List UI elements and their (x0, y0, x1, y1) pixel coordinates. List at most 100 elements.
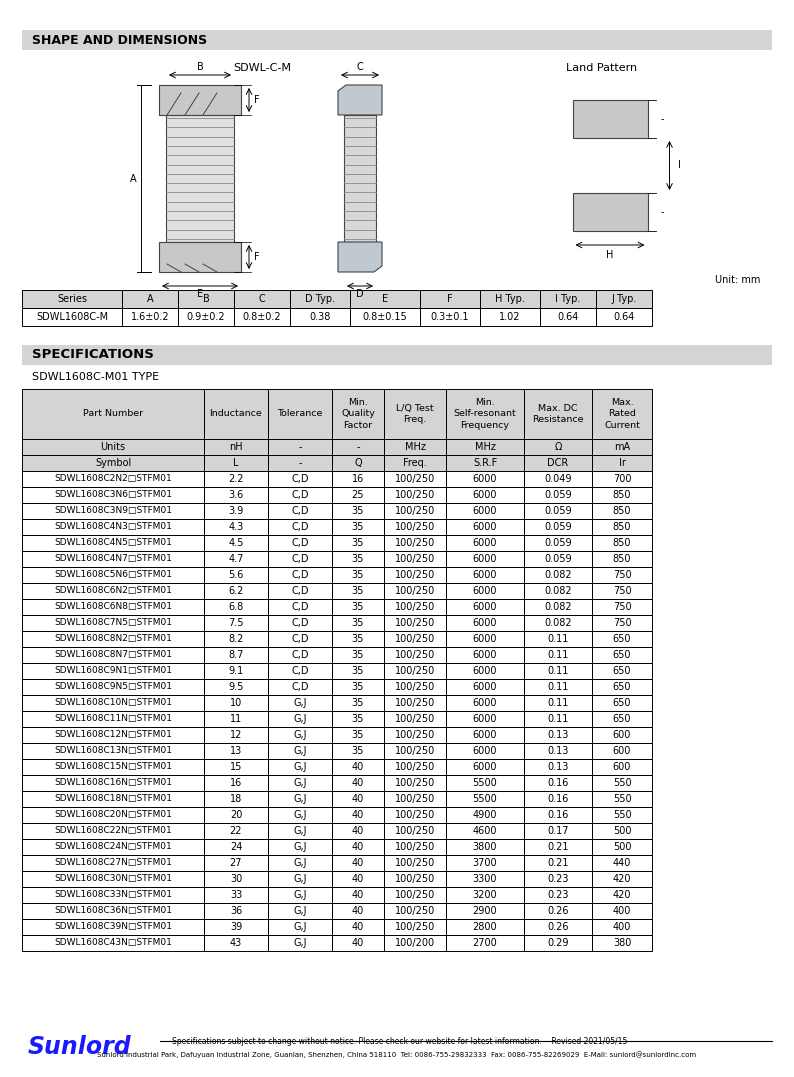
Bar (592, 647, 652, 663)
Bar (332, 631, 384, 647)
Text: 750: 750 (613, 602, 631, 612)
Text: G,J: G,J (293, 875, 306, 884)
Text: G,J: G,J (293, 763, 306, 772)
Bar (524, 823, 592, 839)
Text: A: A (129, 173, 137, 183)
Text: 650: 650 (613, 651, 631, 660)
Bar (22, 759, 204, 775)
Text: 420: 420 (613, 890, 631, 900)
Bar (480, 308, 540, 326)
Bar (592, 695, 652, 711)
Bar (268, 679, 332, 695)
Text: Units: Units (100, 442, 125, 452)
Text: SDWL1608C4N5□STFM01: SDWL1608C4N5□STFM01 (54, 538, 172, 547)
Bar (446, 887, 524, 903)
Text: 33: 33 (230, 890, 242, 900)
Text: 100/250: 100/250 (395, 875, 435, 884)
Bar (234, 290, 290, 308)
Text: 11: 11 (230, 714, 242, 724)
Bar (592, 903, 652, 919)
Text: 0.13: 0.13 (547, 746, 569, 756)
Bar (22, 823, 204, 839)
Text: 39: 39 (230, 922, 242, 932)
Text: F: F (447, 294, 453, 304)
Bar (592, 631, 652, 647)
Bar (268, 503, 332, 519)
Bar (268, 695, 332, 711)
Bar (204, 647, 268, 663)
Bar (384, 503, 446, 519)
Text: SDWL1608C7N5□STFM01: SDWL1608C7N5□STFM01 (54, 618, 172, 628)
Text: 30: 30 (230, 875, 242, 884)
Bar (22, 487, 204, 503)
Bar (332, 599, 384, 615)
Text: SDWL1608C9N5□STFM01: SDWL1608C9N5□STFM01 (54, 683, 172, 691)
Bar (592, 567, 652, 583)
Text: 0.11: 0.11 (547, 666, 569, 676)
Bar (524, 855, 592, 871)
Bar (22, 711, 204, 727)
Text: 40: 40 (352, 778, 364, 788)
Text: 4.5: 4.5 (229, 538, 244, 548)
Text: 0.21: 0.21 (547, 858, 569, 868)
Text: 15: 15 (229, 763, 242, 772)
Text: DCR: DCR (547, 458, 569, 468)
Text: Part Number: Part Number (83, 409, 143, 419)
Bar (332, 551, 384, 567)
Bar (268, 839, 332, 855)
Text: 700: 700 (613, 474, 631, 484)
Text: 6000: 6000 (472, 698, 497, 708)
Text: G,J: G,J (293, 826, 306, 836)
Text: 0.059: 0.059 (544, 554, 572, 564)
Text: mA: mA (614, 442, 630, 452)
Text: SDWL-C-M: SDWL-C-M (233, 62, 291, 73)
Text: 35: 35 (352, 698, 364, 708)
Text: F: F (254, 95, 260, 104)
Bar (22, 727, 204, 743)
Text: 0.082: 0.082 (544, 570, 572, 581)
Text: 6000: 6000 (472, 682, 497, 693)
Text: 0.23: 0.23 (547, 875, 569, 884)
Bar (384, 615, 446, 631)
Bar (268, 615, 332, 631)
Bar (446, 487, 524, 503)
Text: 850: 850 (613, 538, 631, 548)
Text: MHz: MHz (405, 442, 426, 452)
Text: 8.7: 8.7 (229, 651, 244, 660)
Bar (524, 903, 592, 919)
Bar (204, 743, 268, 759)
Bar (446, 919, 524, 935)
Text: SDWL1608C3N6□STFM01: SDWL1608C3N6□STFM01 (54, 490, 172, 500)
Bar (592, 791, 652, 807)
Text: 550: 550 (613, 794, 631, 805)
Bar (592, 663, 652, 679)
Bar (592, 775, 652, 791)
Text: E: E (382, 294, 388, 304)
Text: Specifications subject to change without notice. Please check our website for la: Specifications subject to change without… (172, 1036, 628, 1046)
Bar (332, 887, 384, 903)
Text: C,D: C,D (291, 490, 309, 500)
Bar (524, 535, 592, 551)
Bar (446, 791, 524, 807)
Bar (22, 791, 204, 807)
Text: 100/250: 100/250 (395, 506, 435, 516)
Bar (268, 727, 332, 743)
Text: 4.7: 4.7 (229, 554, 244, 564)
Text: SDWL1608C-M01 TYPE: SDWL1608C-M01 TYPE (32, 372, 159, 382)
Bar (446, 727, 524, 743)
Text: 25: 25 (352, 490, 364, 500)
Bar (22, 695, 204, 711)
Text: -: - (299, 458, 302, 468)
Bar (22, 345, 772, 365)
Bar (268, 454, 332, 471)
Text: 100/250: 100/250 (395, 842, 435, 852)
Bar (22, 839, 204, 855)
Text: 650: 650 (613, 666, 631, 676)
Bar (332, 759, 384, 775)
Text: G,J: G,J (293, 746, 306, 756)
Text: 1.6±0.2: 1.6±0.2 (131, 312, 169, 322)
Text: 0.16: 0.16 (547, 794, 569, 805)
Text: SDWL1608C10N□STFM01: SDWL1608C10N□STFM01 (54, 699, 172, 708)
Text: G,J: G,J (293, 938, 306, 948)
Text: 100/250: 100/250 (395, 618, 435, 628)
